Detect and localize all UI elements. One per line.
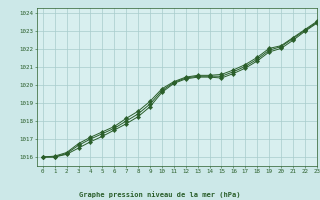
Text: Graphe pression niveau de la mer (hPa): Graphe pression niveau de la mer (hPa) — [79, 191, 241, 198]
